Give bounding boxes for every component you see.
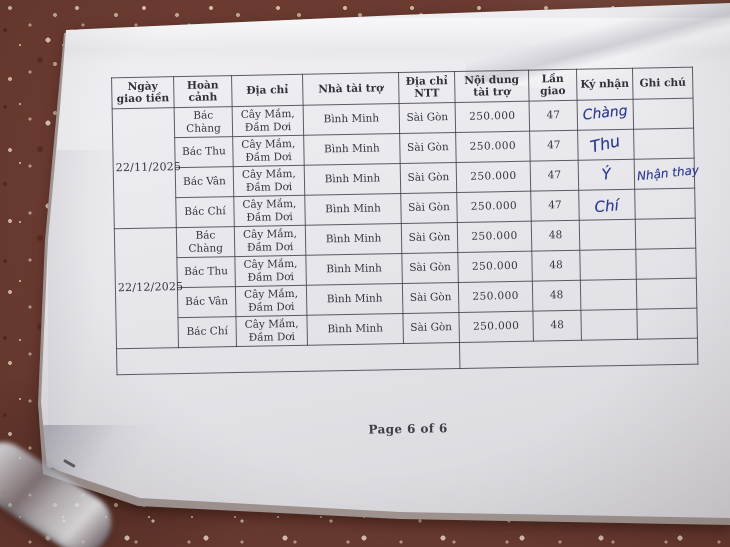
note-cell <box>635 218 696 250</box>
header-batch: Lần giao <box>528 69 578 102</box>
header-date: Ngày giao tiền <box>111 76 175 109</box>
document-content: Ngày giao tiền Hoàn cảnh Địa chỉ Nhà tài… <box>111 67 700 442</box>
sponsor-cell: Bình Minh <box>306 283 403 316</box>
date-cell: 22/11/2025 <box>112 107 181 229</box>
sponsor-address-cell: Sài Gòn <box>399 102 456 134</box>
header-amount: Nội dung tài trợ <box>454 70 530 103</box>
date-cell: 22/12/2025 <box>114 227 183 349</box>
signature-cell: Chàng <box>577 99 634 131</box>
signature-cell <box>579 219 636 251</box>
amount-cell: 250.000 <box>458 311 534 343</box>
name-cell: Bác Thu <box>174 136 234 168</box>
note-handwriting: Nhận thay <box>636 163 700 184</box>
address-cell: Cây Mắm, Đầm Dơi <box>234 225 306 257</box>
address-cell: Cây Mắm, Đầm Dơi <box>232 135 305 167</box>
sponsor-address-cell: Sài Gòn <box>399 132 457 164</box>
address-cell: Cây Mắm, Đầm Dơi <box>234 255 307 287</box>
amount-cell: 250.000 <box>456 191 532 223</box>
signature-handwriting: Ý <box>600 164 612 184</box>
summary-cell-right <box>459 338 698 369</box>
address-cell: Cây Mắm, Đầm Dơi <box>233 165 305 197</box>
sponsor-cell: Bình Minh <box>304 193 402 226</box>
paper-crease <box>60 18 730 64</box>
sponsor-address-cell: Sài Gòn <box>401 252 459 284</box>
amount-cell: 250.000 <box>455 131 531 163</box>
name-cell: Bác Vân <box>175 166 234 198</box>
signature-cell <box>579 249 637 281</box>
header-circumstance: Hoàn cảnh <box>173 75 233 108</box>
amount-cell: 250.000 <box>458 281 533 313</box>
sponsor-cell: Bình Minh <box>305 253 403 286</box>
address-cell: Cây Mắm, Đầm Dơi <box>233 195 306 227</box>
signature-cell <box>580 309 638 341</box>
batch-cell: 47 <box>529 130 579 162</box>
sponsor-cell: Bình Minh <box>304 163 401 196</box>
sponsor-address-cell: Sài Gòn <box>400 162 457 194</box>
sponsor-cell: Bình Minh <box>303 103 400 136</box>
header-sponsor-address: Địa chỉ NTT <box>398 71 456 104</box>
note-cell <box>635 248 697 280</box>
staple <box>63 458 76 468</box>
header-address: Địa chỉ <box>231 74 304 107</box>
signature-handwriting: Chàng <box>581 103 629 124</box>
batch-cell: 47 <box>530 190 580 222</box>
note-cell <box>636 308 698 340</box>
address-cell: Cây Mắm, Đầm Dơi <box>235 315 308 347</box>
sponsor-address-cell: Sài Gòn <box>402 282 459 314</box>
name-cell: Bác Thu <box>176 256 236 288</box>
batch-cell: 48 <box>532 280 581 312</box>
amount-cell: 250.000 <box>457 251 533 283</box>
sponsor-address-cell: Sài Gòn <box>401 222 458 254</box>
signature-cell: Ý <box>578 159 635 191</box>
name-cell: Bác Chí <box>177 316 237 348</box>
signature-handwriting: Thu <box>588 131 623 157</box>
donation-table: Ngày giao tiền Hoàn cảnh Địa chỉ Nhà tài… <box>111 67 700 376</box>
signature-cell <box>580 279 637 311</box>
batch-cell: 47 <box>529 100 578 132</box>
note-cell <box>633 98 694 130</box>
note-cell <box>633 128 695 160</box>
batch-cell: 48 <box>531 250 581 282</box>
sponsor-cell: Bình Minh <box>303 133 401 166</box>
note-cell: Nhận thay <box>634 158 700 190</box>
page-footer: Page 6 of 6 <box>368 421 448 437</box>
summary-cell-left <box>116 342 460 375</box>
address-cell: Cây Mắm, Đầm Dơi <box>235 285 307 317</box>
address-cell: Cây Mắm, Đầm Dơi <box>232 105 304 137</box>
note-cell <box>634 188 696 220</box>
header-sponsor: Nhà tài trợ <box>302 72 400 106</box>
signature-cell: Chí <box>578 189 636 221</box>
sponsor-cell: Bình Minh <box>305 223 402 256</box>
batch-cell: 48 <box>532 310 582 342</box>
header-note: Ghi chú <box>632 67 694 100</box>
batch-cell: 47 <box>530 160 579 192</box>
signature-cell: Thu <box>577 129 635 161</box>
amount-cell: 250.000 <box>457 221 532 253</box>
note-cell <box>636 278 697 310</box>
batch-cell: 48 <box>531 220 580 252</box>
sponsor-cell: Bình Minh <box>306 313 404 346</box>
amount-cell: 250.000 <box>455 101 530 133</box>
name-cell: Bác Chí <box>175 196 235 228</box>
signature-handwriting: Chí <box>594 195 620 216</box>
name-cell: Bác Chàng <box>176 226 235 258</box>
sponsor-address-cell: Sài Gòn <box>402 312 460 344</box>
sponsor-address-cell: Sài Gòn <box>400 192 458 224</box>
name-cell: Bác Vân <box>177 286 236 318</box>
amount-cell: 250.000 <box>456 161 531 193</box>
header-signature: Ký nhận <box>576 68 634 101</box>
name-cell: Bác Chàng <box>174 106 233 138</box>
